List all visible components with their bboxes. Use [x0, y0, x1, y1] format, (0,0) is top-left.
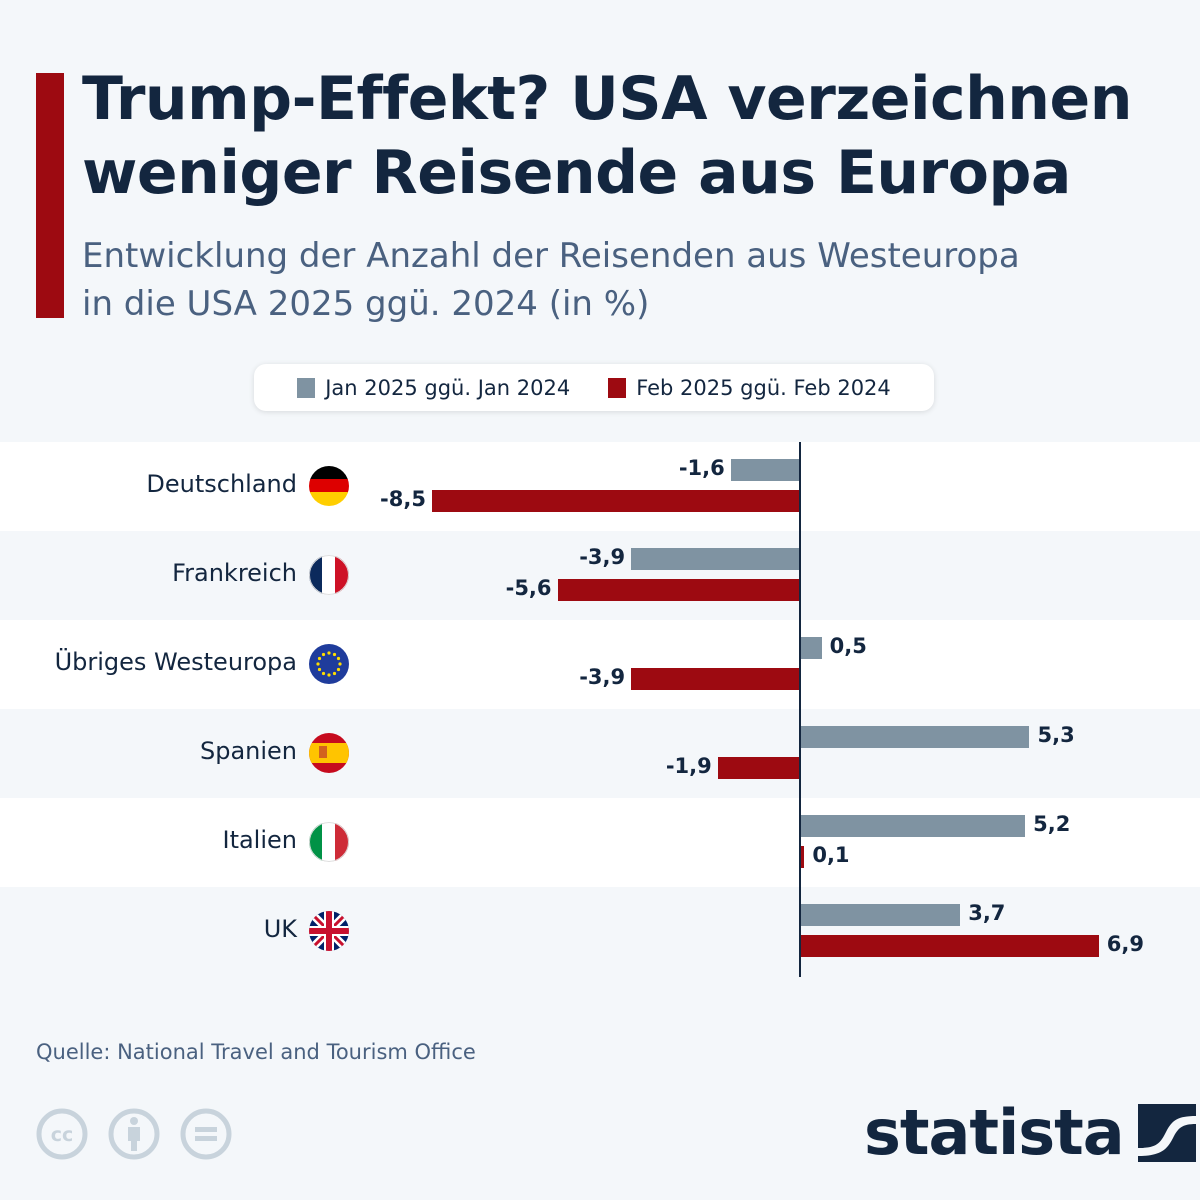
legend-label-feb: Feb 2025 ggü. Feb 2024: [636, 375, 891, 400]
category-row-band: [0, 709, 1200, 798]
brand-name: statista: [864, 1096, 1125, 1169]
attribution-icon: [108, 1108, 160, 1160]
category-row-band: [0, 887, 1200, 976]
chart-subtitle: Entwicklung der Anzahl der Reisenden aus…: [82, 232, 1182, 328]
svg-text:cc: cc: [51, 1124, 74, 1146]
category-label: Deutschland: [146, 470, 297, 498]
data-label: 0,1: [812, 843, 850, 867]
category-label: Spanien: [199, 737, 297, 765]
cc-icon: cc: [36, 1108, 88, 1160]
category-row-band: [0, 531, 1200, 620]
italy-flag-icon: [309, 822, 349, 862]
france-flag-icon: [309, 555, 349, 595]
bar-jan: [800, 904, 961, 926]
subtitle-line-1: Entwicklung der Anzahl der Reisenden aus…: [82, 236, 1020, 276]
eu-flag-icon: [309, 644, 349, 684]
category-label: Italien: [222, 826, 297, 854]
source-note: Quelle: National Travel and Tourism Offi…: [36, 1040, 476, 1064]
chart-title: Trump-Effekt? USA verzeichnen weniger Re…: [82, 64, 1132, 208]
bar-feb: [800, 846, 805, 868]
statista-logo: statista: [864, 1098, 1196, 1168]
data-label: -3,9: [579, 665, 626, 689]
category-row-band: [0, 620, 1200, 709]
data-label: 6,9: [1106, 932, 1144, 956]
data-label: 5,2: [1033, 812, 1071, 836]
legend-swatch-jan: [297, 377, 316, 398]
legend-item-feb: Feb 2025 ggü. Feb 2024: [608, 376, 891, 400]
bar-feb: [717, 757, 800, 779]
legend-label-jan: Jan 2025 ggü. Jan 2024: [325, 375, 571, 400]
bar-jan: [800, 637, 822, 659]
category-label: Übriges Westeuropa: [54, 648, 297, 676]
data-label: -1,9: [665, 754, 712, 778]
no-derivatives-icon: [180, 1108, 232, 1160]
statista-logo-icon: [1137, 1104, 1196, 1162]
bar-feb: [800, 935, 1099, 957]
category-label: Frankreich: [172, 559, 297, 587]
germany-flag-icon: [309, 466, 349, 506]
bar-jan: [631, 548, 800, 570]
category-label: UK: [263, 915, 297, 943]
subtitle-line-2: in die USA 2025 ggü. 2024 (in %): [82, 284, 650, 324]
bar-jan: [800, 815, 1026, 837]
bar-feb: [431, 490, 800, 512]
data-label: -5,6: [505, 576, 552, 600]
bar-feb: [631, 668, 800, 690]
bar-jan: [800, 726, 1030, 748]
title-accent-bar: [36, 73, 64, 318]
spain-flag-icon: [309, 733, 349, 773]
legend: Jan 2025 ggü. Jan 2024 Feb 2025 ggü. Feb…: [254, 364, 934, 411]
data-label: -3,9: [579, 545, 626, 569]
data-label: 0,5: [829, 634, 867, 658]
legend-swatch-feb: [608, 377, 627, 398]
legend-item-jan: Jan 2025 ggü. Jan 2024: [297, 376, 570, 400]
data-label: -8,5: [380, 487, 426, 511]
uk-flag-icon: [309, 911, 349, 951]
zero-axis-line: [799, 442, 801, 977]
data-label: 5,3: [1037, 723, 1075, 747]
data-label: -1,6: [678, 456, 725, 480]
bar-feb: [557, 579, 800, 601]
bar-jan: [730, 459, 800, 481]
data-label: 3,7: [968, 901, 1006, 925]
category-row-band: [0, 442, 1200, 531]
category-row-band: [0, 798, 1200, 887]
